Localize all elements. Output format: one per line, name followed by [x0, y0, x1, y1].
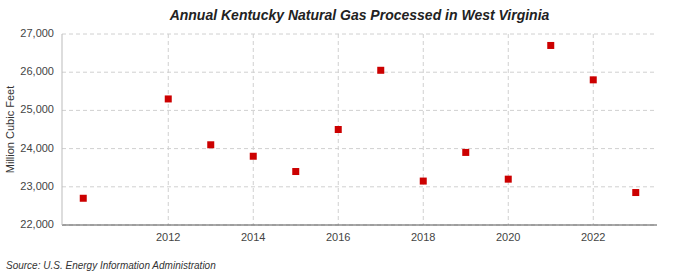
x-axis-line — [62, 225, 657, 226]
x-grid-line — [168, 34, 169, 225]
point — [377, 67, 384, 74]
point — [207, 141, 214, 148]
x-tick-label: 2016 — [326, 231, 350, 243]
y-tick-label: 26,000 — [20, 65, 54, 77]
x-tick-label: 2012 — [156, 231, 180, 243]
grid — [62, 34, 657, 225]
x-tick-label: 2014 — [241, 231, 265, 243]
y-tick-label: 23,000 — [20, 180, 54, 192]
point — [80, 195, 87, 202]
chart: 22,000 23,000 24,000 25,000 26,000 27,000 2012… — [0, 0, 675, 275]
y-tick-label: 22,000 — [20, 218, 54, 230]
x-grid-line — [253, 34, 254, 225]
y-grid-line — [62, 148, 657, 149]
y-tick-label: 27,000 — [20, 27, 54, 39]
point — [547, 42, 554, 49]
x-grid-line — [508, 34, 509, 225]
point — [505, 176, 512, 183]
point — [420, 178, 427, 185]
y-grid-line — [62, 186, 657, 187]
point — [632, 189, 639, 196]
point — [165, 95, 172, 102]
x-tick-label: 2018 — [411, 231, 435, 243]
points — [80, 42, 640, 202]
y-axis-label: Million Cubic Feet — [4, 86, 16, 173]
y-grid-line — [62, 225, 657, 226]
point — [250, 153, 257, 160]
y-grid-line — [62, 110, 657, 111]
source-note: Source: U.S. Energy Information Administ… — [6, 260, 216, 271]
point — [462, 149, 469, 156]
point — [590, 76, 597, 83]
title: Annual Kentucky Natural Gas Processed in… — [169, 7, 550, 23]
x-grid-line — [423, 34, 424, 225]
y-axis-line — [62, 34, 63, 225]
y-tick-label: 25,000 — [20, 103, 54, 115]
y-tick-label: 24,000 — [20, 142, 54, 154]
x-grid-line — [593, 34, 594, 225]
x-tick-label: 2020 — [496, 231, 520, 243]
y-grid-line — [62, 72, 657, 73]
y-grid-line — [62, 34, 657, 35]
point — [292, 168, 299, 175]
x-tick-label: 2022 — [581, 231, 605, 243]
point — [335, 126, 342, 133]
background — [0, 0, 675, 275]
